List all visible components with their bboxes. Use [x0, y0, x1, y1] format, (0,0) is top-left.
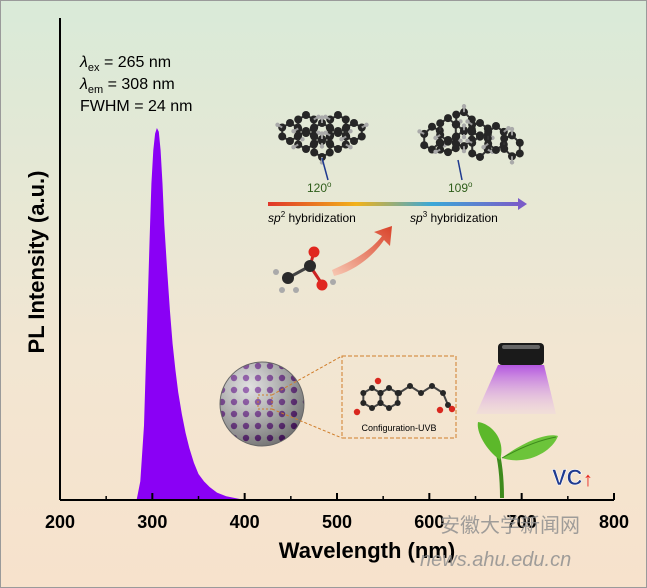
lambda-em-text: λem = 308 nm	[79, 76, 175, 96]
x-axis-label: Wavelength (nm)	[279, 538, 455, 563]
sp2-pointer	[321, 157, 329, 181]
x-tick-label-700: 700	[507, 512, 537, 532]
x-tick-label-800: 800	[599, 512, 629, 532]
zoom-box	[257, 394, 273, 410]
x-tick-label-600: 600	[414, 512, 444, 532]
parameter-annotations: λex = 265 nm λem = 308 nm FWHM = 24 nm	[79, 54, 192, 115]
sp3-molecule-icon	[417, 104, 524, 165]
x-ticks: 200 300 400 500 600 700 800	[45, 493, 629, 532]
sp3-angle-text: 109o	[448, 180, 473, 195]
lambda-ex-text: λex = 265 nm	[79, 54, 171, 74]
axes: 200 300 400 500 600 700 800	[45, 18, 629, 532]
porous-sphere-icon	[219, 361, 305, 447]
watermark-url: news.ahu.edu.cn	[420, 549, 571, 571]
configuration-label: Configuration-UVB	[361, 423, 436, 433]
x-tick-label-400: 400	[230, 512, 260, 532]
sp3-pointer	[457, 159, 463, 181]
sp3-hybridization-label: sp3 hybridization	[410, 210, 498, 225]
watermark-cn: 安徽大学新闻网	[440, 514, 580, 537]
hybridization-arrow	[268, 198, 527, 210]
plant-sprout-icon	[477, 422, 558, 499]
small-molecule-icon	[273, 246, 336, 293]
x-tick-label-300: 300	[137, 512, 167, 532]
x-tick-label-200: 200	[45, 512, 75, 532]
x-tick-label-500: 500	[322, 512, 352, 532]
configuration-box	[341, 355, 457, 439]
fwhm-text: FWHM = 24 nm	[80, 98, 192, 115]
plot-area	[136, 128, 245, 500]
uvb-configuration-molecule-icon	[353, 377, 456, 416]
zoom-line-top	[271, 355, 343, 396]
pl-peak-area	[136, 128, 245, 500]
sp2-molecule-icon	[275, 111, 369, 165]
sp2-hybridization-label: sp2 hybridization	[268, 210, 356, 225]
uv-lamp-icon	[476, 343, 556, 414]
sp2-angle-text: 120o	[307, 180, 332, 195]
y-axis-label: PL Intensity (a.u.)	[24, 171, 49, 354]
zoom-line-bottom	[271, 408, 343, 439]
vc-up-arrow: ↑	[583, 469, 593, 491]
vc-label: VC	[552, 465, 583, 490]
reaction-arrow	[332, 226, 392, 276]
